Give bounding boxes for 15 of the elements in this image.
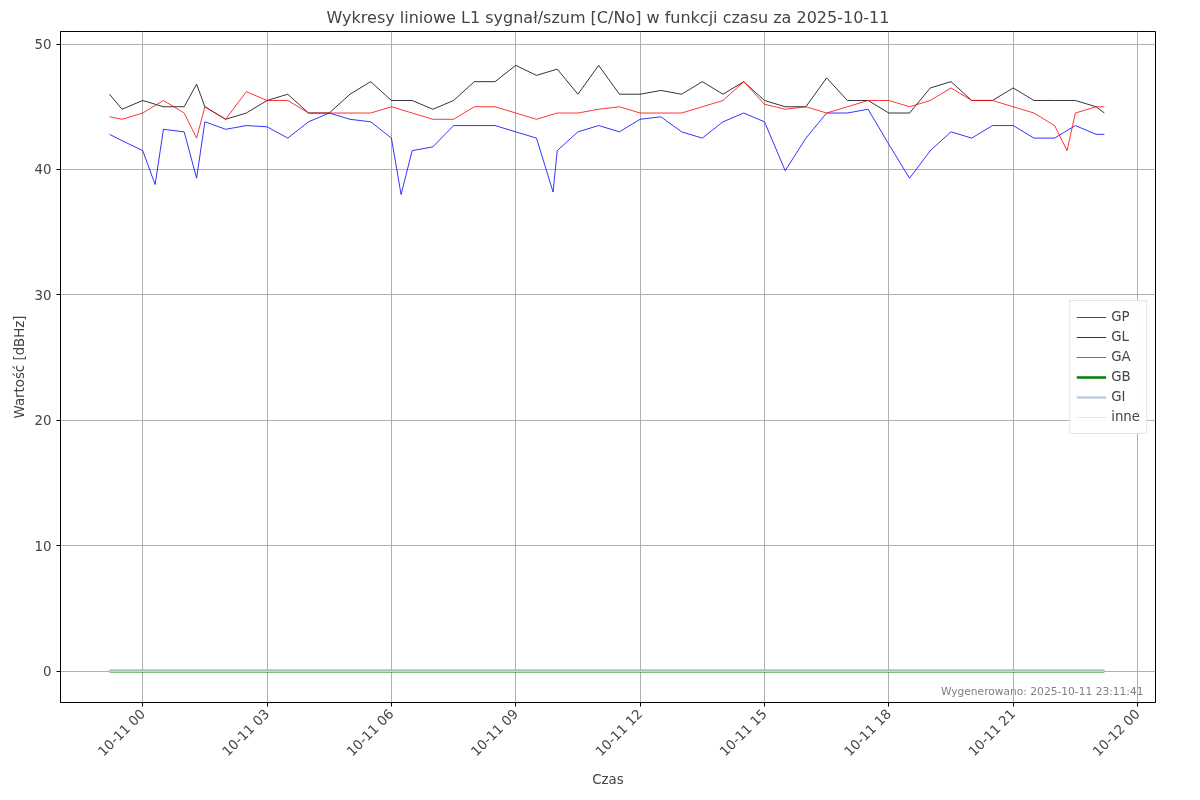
- y-tick-label: 10: [34, 538, 52, 554]
- chart-title: Wykresy liniowe L1 sygnał/szum [C/No] w funkcji czasu za 2025-10-11: [326, 7, 890, 27]
- legend-label: GP: [1111, 309, 1131, 324]
- x-axis-title: Czas: [592, 772, 624, 788]
- y-tick-label: 20: [34, 413, 52, 429]
- y-tick-label: 40: [34, 162, 52, 178]
- legend-label: inne: [1111, 409, 1140, 424]
- y-axis-title: Wartość [dBHz]: [11, 315, 27, 419]
- legend-label: GI: [1111, 389, 1127, 404]
- y-tick-label: 0: [43, 664, 52, 680]
- legend-label: GB: [1111, 369, 1132, 384]
- y-tick-label: 50: [34, 37, 52, 53]
- legend-label: GA: [1111, 349, 1132, 364]
- y-tick-label: 30: [34, 287, 52, 303]
- legend-label: GL: [1111, 329, 1130, 344]
